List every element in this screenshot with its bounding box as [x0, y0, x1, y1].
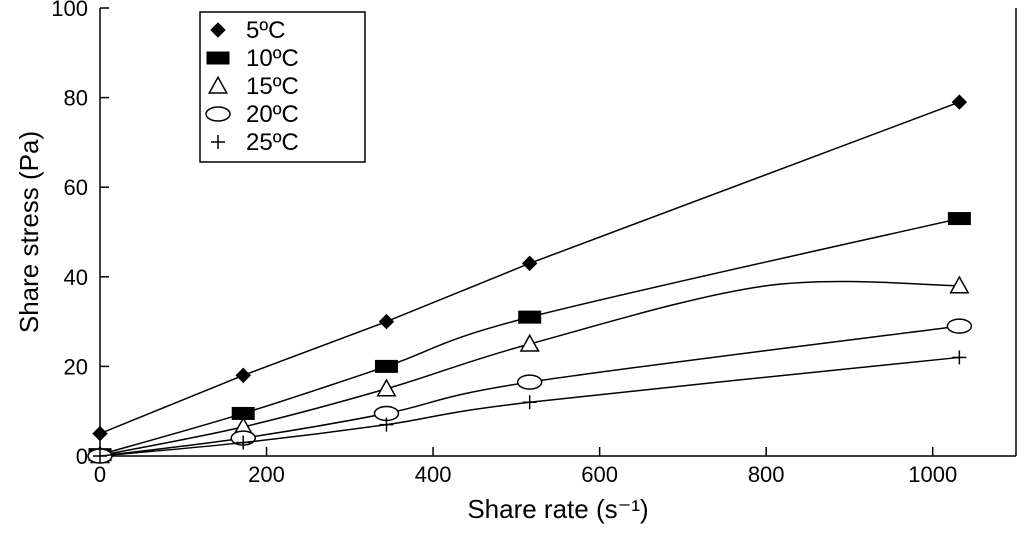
- x-tick-label: 0: [94, 462, 106, 487]
- diamond-filled-marker: [523, 256, 537, 270]
- y-tick-label: 100: [51, 0, 88, 21]
- legend-label: 5ºC: [246, 17, 285, 44]
- x-tick-label: 1000: [908, 462, 957, 487]
- legend-label: 25ºC: [246, 129, 299, 156]
- y-tick-label: 40: [64, 265, 88, 290]
- legend-label: 10ºC: [246, 45, 299, 72]
- y-tick-label: 60: [64, 175, 88, 200]
- y-axis-label: Share stress (Pa): [14, 131, 44, 333]
- series-line-2: [100, 281, 959, 455]
- y-tick-label: 0: [76, 444, 88, 469]
- legend-label: 15ºC: [246, 73, 299, 100]
- diamond-filled-marker: [93, 427, 107, 441]
- square-filled-marker: [948, 213, 970, 225]
- legend-label: 20ºC: [246, 101, 299, 128]
- x-tick-label: 800: [748, 462, 785, 487]
- diamond-filled-marker: [952, 95, 966, 109]
- plus-marker: [952, 350, 966, 364]
- diamond-filled-marker: [236, 368, 250, 382]
- ellipse-open-marker: [518, 375, 542, 389]
- y-tick-label: 20: [64, 354, 88, 379]
- square-filled-marker: [207, 52, 229, 64]
- plus-marker: [523, 395, 537, 409]
- triangle-open-marker: [521, 335, 539, 351]
- y-tick-label: 80: [64, 86, 88, 111]
- diamond-filled-marker: [379, 315, 393, 329]
- ellipse-open-marker: [947, 319, 971, 333]
- x-tick-label: 600: [581, 462, 618, 487]
- x-tick-label: 400: [415, 462, 452, 487]
- triangle-open-marker: [378, 380, 396, 396]
- square-filled-marker: [375, 360, 397, 372]
- ellipse-open-marker: [206, 107, 230, 121]
- chart: 0 200 400 600 800 1000 0 20 40 60 80 100 Share rate …: [0, 0, 1024, 538]
- square-filled-marker: [519, 311, 541, 323]
- x-tick-label: 200: [248, 462, 285, 487]
- triangle-open-marker: [951, 277, 969, 293]
- x-axis-label: Share rate (s⁻¹): [467, 494, 648, 524]
